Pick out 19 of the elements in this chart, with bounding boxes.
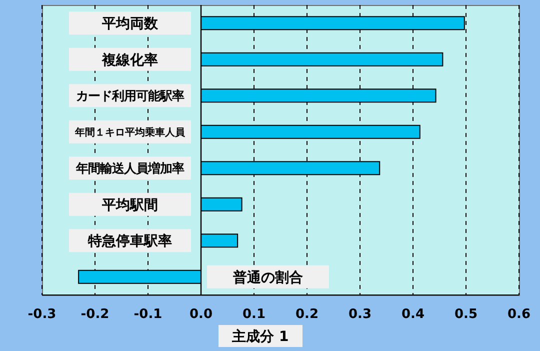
x-axis-title: 主成分 1 bbox=[231, 328, 289, 345]
x-tick-label: 0.5 bbox=[454, 307, 478, 322]
y-tick-label: 平均駅間 bbox=[101, 197, 158, 214]
y-tick-label: 年間１キロ平均乗車人員 bbox=[74, 126, 186, 138]
x-tick-label: -0.3 bbox=[28, 307, 56, 322]
y-tick-label: 年間輸送人員増加率 bbox=[75, 160, 184, 176]
x-tick-label: 0.4 bbox=[401, 307, 425, 322]
x-tick-label: 0.6 bbox=[507, 307, 531, 322]
y-tick-label: 平均両数 bbox=[101, 16, 159, 32]
y-tick-label: 普通の割合 bbox=[232, 268, 303, 286]
x-tick-label: 0.0 bbox=[189, 307, 213, 322]
x-tick-label: -0.2 bbox=[80, 307, 110, 322]
x-tick-label: 0.2 bbox=[295, 307, 319, 322]
x-tick-label: -0.1 bbox=[134, 307, 162, 322]
x-tick-label: 0.1 bbox=[242, 307, 266, 322]
y-tick-label: 特急停車駅率 bbox=[87, 232, 172, 250]
y-tick-label: カード利用可能駅率 bbox=[76, 88, 184, 103]
y-tick-label: 複線化率 bbox=[101, 51, 158, 68]
x-tick-label: 0.3 bbox=[348, 307, 372, 322]
